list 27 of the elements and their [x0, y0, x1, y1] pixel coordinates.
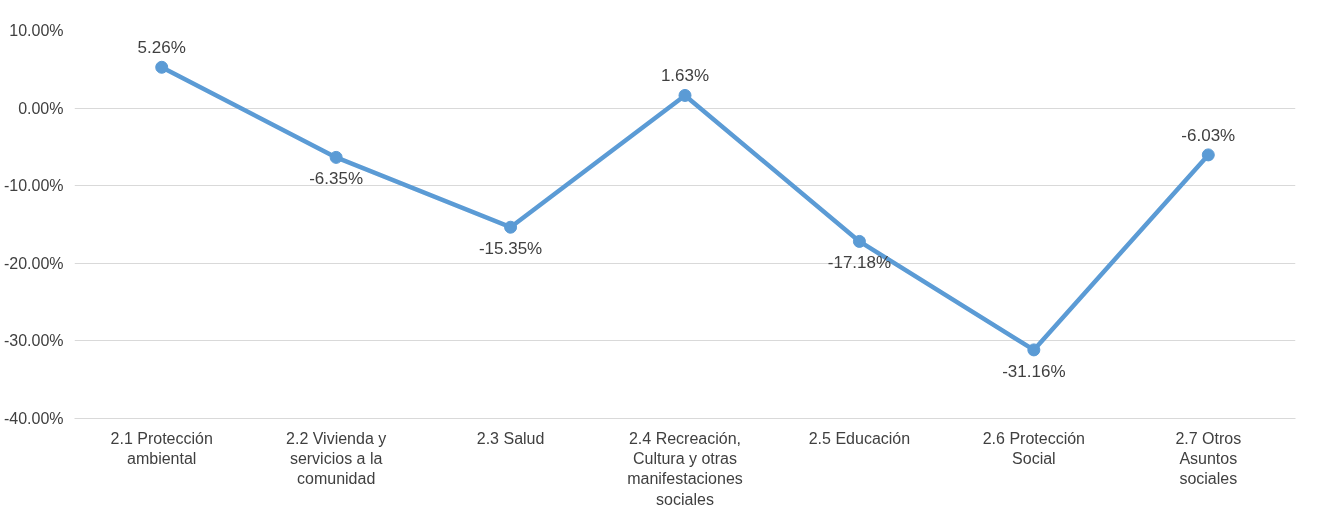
data-label: -6.35% [309, 169, 364, 189]
x-tick-label: 2.1 Protección ambiental [110, 429, 213, 467]
x-tick-label: 2.2 Vivienda y servicios a la comunidad [286, 429, 387, 488]
data-label: 1.63% [660, 66, 710, 86]
y-tick-label: -20.00% [3, 254, 64, 272]
point [504, 220, 518, 234]
x-tick-label: 2.5 Educación [808, 429, 911, 447]
x-tick-label: 2.6 Protección Social [982, 429, 1085, 467]
data-label: -31.16% [1002, 361, 1066, 381]
y-tick-label: 0.00% [18, 99, 64, 117]
y-tick-label: -40.00% [3, 410, 64, 427]
x-tick-label: 2.3 Salud [476, 429, 545, 447]
data-label: -17.18% [827, 253, 892, 273]
data-label: -15.35% [478, 239, 543, 259]
y-tick-label: -10.00% [3, 177, 64, 195]
y-tick-label: -30.00% [3, 332, 64, 350]
x-tick-label: 2.4 Recreación, Cultura y otras manifestaciones sociales [627, 429, 743, 508]
point [329, 150, 343, 164]
point [155, 60, 169, 74]
point [1027, 343, 1041, 357]
point [1201, 148, 1215, 162]
point [678, 88, 692, 102]
y-tick-label: 10.00% [9, 22, 64, 39]
point [852, 234, 866, 248]
x-tick-label: 2.7 Otros Asuntos sociales [1175, 429, 1242, 488]
data-label: 5.26% [137, 38, 186, 58]
data-label: -6.03% [1181, 125, 1236, 145]
